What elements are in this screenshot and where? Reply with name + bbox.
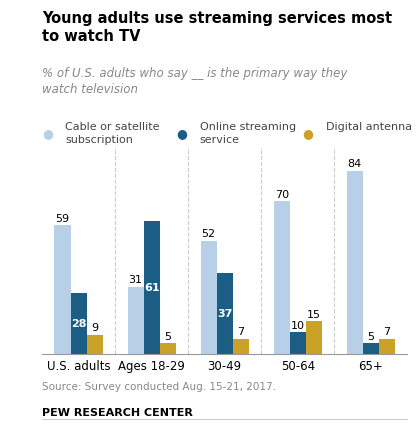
- Text: 7: 7: [383, 327, 391, 337]
- Bar: [71, 293, 87, 354]
- Text: Cable or satellite: Cable or satellite: [65, 122, 160, 132]
- Text: 10: 10: [291, 321, 305, 330]
- Text: service: service: [200, 135, 239, 145]
- Bar: [217, 273, 233, 354]
- Text: 61: 61: [144, 283, 160, 292]
- Text: Source: Survey conducted Aug. 15-21, 2017.: Source: Survey conducted Aug. 15-21, 201…: [42, 382, 276, 392]
- Text: 5: 5: [164, 332, 171, 342]
- Text: 70: 70: [275, 190, 289, 200]
- Text: % of U.S. adults who say __ is the primary way they
watch television: % of U.S. adults who say __ is the prima…: [42, 67, 347, 96]
- Text: PEW RESEARCH CENTER: PEW RESEARCH CENTER: [42, 408, 193, 418]
- Text: 52: 52: [202, 229, 216, 239]
- Bar: [87, 335, 102, 354]
- Text: Young adults use streaming services most
to watch TV: Young adults use streaming services most…: [42, 11, 392, 44]
- Bar: [128, 286, 144, 354]
- Text: ●: ●: [176, 127, 187, 140]
- Bar: [379, 339, 395, 354]
- Text: ●: ●: [42, 127, 53, 140]
- Text: 31: 31: [129, 275, 142, 285]
- Text: Online streaming: Online streaming: [200, 122, 296, 132]
- Text: 28: 28: [71, 319, 86, 329]
- Bar: [363, 343, 379, 354]
- Bar: [144, 221, 160, 354]
- Text: 15: 15: [307, 310, 321, 320]
- Bar: [233, 339, 249, 354]
- Text: 84: 84: [348, 159, 362, 169]
- Bar: [160, 343, 176, 354]
- Bar: [290, 332, 306, 354]
- Bar: [347, 171, 363, 354]
- Text: Digital antenna: Digital antenna: [326, 122, 412, 132]
- Text: 37: 37: [217, 309, 232, 319]
- Text: 7: 7: [237, 327, 244, 337]
- Text: ●: ●: [302, 127, 313, 140]
- Bar: [306, 321, 322, 354]
- Text: 59: 59: [55, 214, 70, 224]
- Text: 9: 9: [91, 323, 98, 333]
- Text: subscription: subscription: [65, 135, 133, 145]
- Bar: [274, 201, 290, 354]
- Text: 5: 5: [368, 332, 374, 342]
- Bar: [55, 226, 71, 354]
- Bar: [201, 241, 217, 354]
